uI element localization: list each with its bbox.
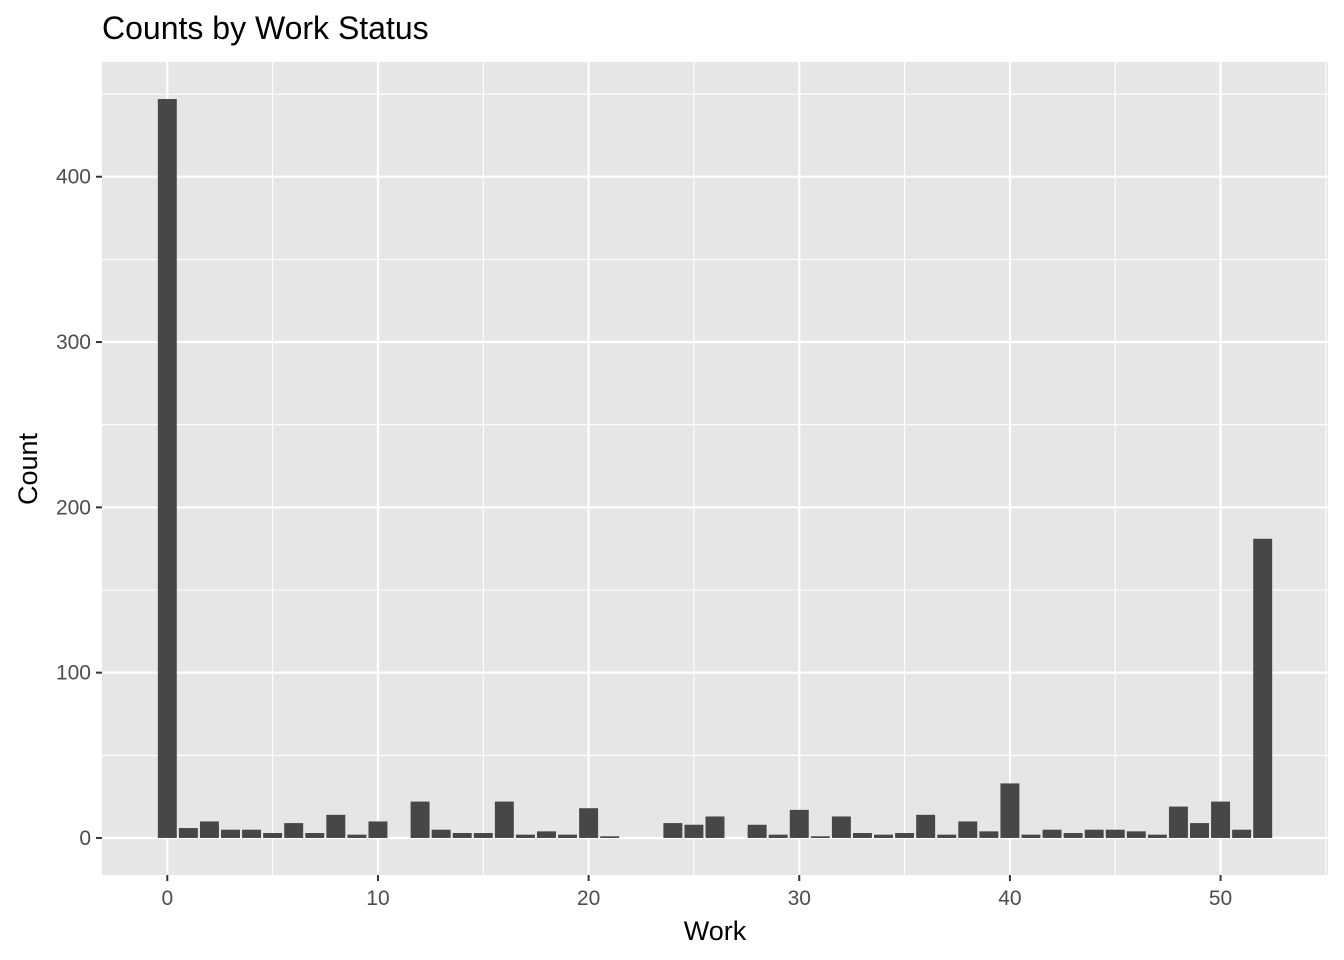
minor-gridlines — [102, 62, 1328, 875]
bar — [1168, 806, 1188, 838]
y-tick-label: 400 — [56, 166, 91, 189]
y-tick-label: 200 — [56, 496, 91, 519]
bar — [1190, 823, 1209, 838]
bar — [452, 833, 472, 838]
bar — [494, 801, 514, 838]
bar — [747, 824, 767, 838]
bar — [663, 823, 683, 838]
bar — [768, 834, 788, 838]
bar — [874, 834, 894, 838]
bar — [558, 834, 578, 838]
x-tick-label: 50 — [1209, 887, 1232, 910]
y-tick-label: 100 — [56, 662, 91, 685]
bar — [895, 833, 915, 838]
bar — [1211, 801, 1231, 838]
bar — [199, 821, 219, 838]
bar — [1000, 783, 1020, 838]
bar — [410, 801, 430, 838]
bar — [284, 823, 304, 838]
bar — [515, 834, 535, 838]
bar — [684, 824, 704, 838]
y-axis-title: Count — [13, 432, 43, 505]
bar — [705, 816, 725, 838]
y-axis: 0 100 200 300 400 — [56, 166, 102, 850]
plot-panel — [102, 62, 1328, 875]
x-tick-label: 0 — [161, 887, 173, 910]
bar — [305, 833, 325, 838]
bar — [347, 834, 367, 838]
bar — [831, 816, 851, 838]
bars — [157, 99, 1273, 838]
bar — [810, 836, 830, 838]
x-tick-label: 10 — [366, 887, 389, 910]
bar — [221, 829, 240, 838]
y-tick-label: 0 — [79, 827, 91, 850]
bar — [579, 808, 599, 838]
bar — [242, 829, 262, 838]
bar — [916, 814, 936, 838]
bar — [1232, 829, 1252, 838]
bar — [473, 833, 493, 838]
bar — [1105, 829, 1125, 838]
bar — [1126, 831, 1146, 838]
bar — [178, 828, 198, 838]
bar — [1063, 833, 1083, 838]
bar — [1084, 829, 1104, 838]
x-axis: 0 10 20 30 40 50 — [161, 875, 1232, 910]
x-tick-label: 20 — [577, 887, 600, 910]
bar — [536, 831, 556, 838]
bar — [958, 821, 978, 838]
bar — [1021, 834, 1041, 838]
chart-title: Counts by Work Status — [102, 10, 429, 46]
x-tick-label: 30 — [788, 887, 811, 910]
y-tick-label: 300 — [56, 331, 91, 354]
bar — [852, 833, 872, 838]
bar — [1042, 829, 1062, 838]
bar — [937, 834, 957, 838]
bar — [789, 809, 809, 838]
bar — [1253, 538, 1273, 838]
bar — [263, 833, 283, 838]
x-tick-label: 40 — [998, 887, 1021, 910]
bar — [431, 829, 451, 838]
bar — [979, 831, 999, 838]
bar — [368, 821, 388, 838]
bar — [1147, 834, 1167, 838]
bar — [600, 836, 620, 838]
bar — [157, 99, 177, 838]
x-axis-title: Work — [684, 916, 747, 946]
bar — [326, 814, 346, 838]
